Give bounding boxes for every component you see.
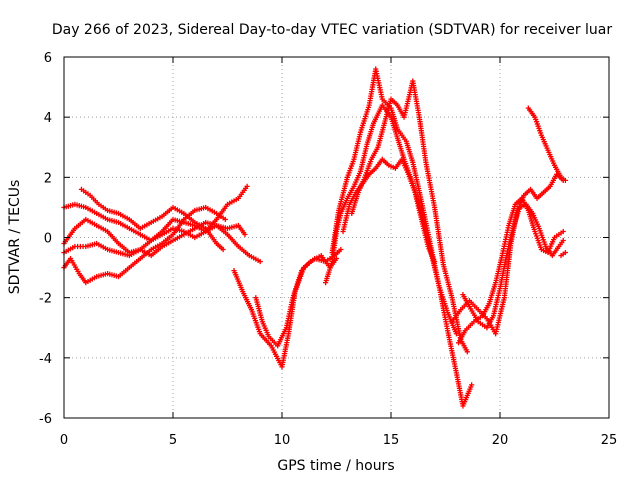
x-tick-label: 10 <box>274 433 291 448</box>
data-point <box>257 258 263 265</box>
x-tick-label: 0 <box>60 433 68 448</box>
series-track-16 <box>558 249 568 259</box>
y-tick-label: 0 <box>44 232 52 247</box>
data-point <box>222 216 228 223</box>
series-track-13 <box>460 201 566 331</box>
data-point <box>220 246 226 253</box>
data-point <box>244 183 250 189</box>
series-track-15 <box>525 105 568 183</box>
y-tick-label: -6 <box>39 412 52 427</box>
data-point <box>242 231 248 238</box>
data-point <box>562 177 568 183</box>
data-point <box>560 237 566 244</box>
series-track-3 <box>61 222 263 265</box>
series-track-14 <box>455 195 566 346</box>
y-tick-label: -2 <box>39 292 52 307</box>
series-track-6 <box>231 246 344 370</box>
data-point <box>560 228 566 235</box>
y-tick-label: 6 <box>44 51 52 66</box>
series-track-11 <box>349 78 470 355</box>
chart-title: Day 266 of 2023, Sidereal Day-to-day VTE… <box>52 22 613 38</box>
y-tick-label: -4 <box>39 352 52 367</box>
y-tick-label: 4 <box>44 111 52 126</box>
y-axis-label: SDTVAR / TECUs <box>7 180 23 295</box>
x-tick-label: 15 <box>383 433 400 448</box>
data-point <box>562 249 568 256</box>
data-points <box>61 66 568 409</box>
series-track-1 <box>61 183 250 244</box>
data-point <box>333 255 340 262</box>
x-tick-label: 25 <box>601 433 618 448</box>
data-point <box>469 382 475 388</box>
x-tick-label: 20 <box>492 433 509 448</box>
x-tick-label: 5 <box>169 433 177 448</box>
data-point <box>464 349 470 355</box>
y-tick-label: 2 <box>44 171 52 186</box>
series-track-5 <box>78 186 226 253</box>
data-point <box>432 258 438 265</box>
axis-ticks: 0 5 10 15 20 25 -6 -4 -2 0 2 4 6 <box>39 51 617 448</box>
data-point <box>338 246 344 253</box>
x-axis-label: GPS time / hours <box>277 458 394 474</box>
